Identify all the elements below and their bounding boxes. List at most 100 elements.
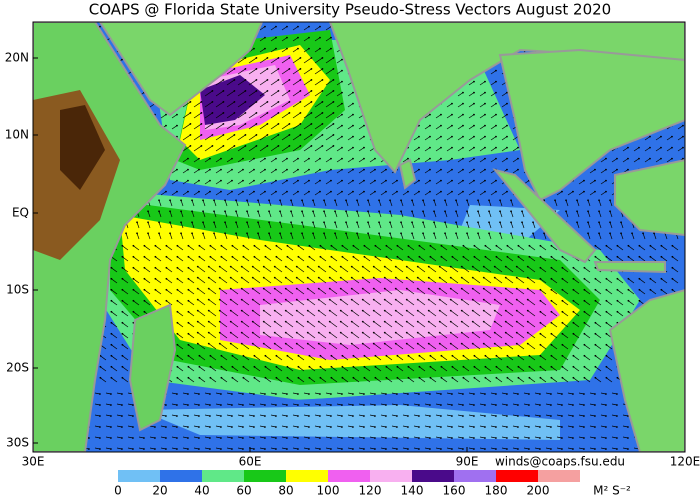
vector-head — [440, 415, 442, 417]
vector-head — [449, 320, 452, 323]
vector-head — [396, 393, 398, 395]
vector-head — [605, 393, 607, 395]
wind-vector — [452, 256, 459, 262]
vector-head — [605, 437, 607, 439]
vector-head — [273, 287, 276, 290]
wind-vector — [595, 256, 602, 262]
colorbar-swatch — [412, 470, 454, 482]
vector-head — [433, 199, 435, 202]
vector-head — [222, 123, 225, 125]
vector-head — [383, 298, 386, 301]
vector-head — [616, 448, 618, 450]
wind-vector — [505, 321, 514, 328]
vector-head — [319, 437, 321, 439]
vector-head — [561, 404, 563, 406]
wind-vector — [406, 266, 415, 273]
vector-head — [286, 426, 288, 428]
vector-head — [363, 448, 365, 450]
vector-head — [528, 255, 531, 258]
vector-head — [328, 276, 331, 279]
wind-vector — [516, 288, 525, 295]
vector-head — [110, 277, 113, 280]
wind-vector — [428, 277, 437, 284]
vector-head — [594, 321, 597, 324]
wind-vector — [650, 278, 657, 284]
vector-head — [242, 376, 245, 379]
wind-vector — [265, 256, 272, 262]
vector-head — [394, 265, 397, 268]
vector-head — [350, 320, 353, 323]
wind-vector — [323, 233, 327, 240]
vector-head — [356, 199, 358, 202]
vector-head — [460, 309, 463, 312]
wind-vector — [485, 366, 492, 372]
vector-head — [295, 320, 298, 323]
vector-head — [539, 266, 542, 269]
wind-vector — [551, 355, 558, 361]
vector-head — [473, 102, 475, 105]
vector-head — [361, 298, 364, 301]
vector-head — [493, 276, 496, 279]
vector-head — [295, 298, 298, 301]
wind-vector — [494, 321, 503, 328]
vector-head — [451, 415, 453, 417]
vector-head — [605, 415, 607, 417]
vector-head — [561, 255, 564, 258]
vector-head — [233, 134, 236, 136]
vector-head — [427, 276, 430, 279]
wind-vector — [402, 191, 409, 196]
vector-head — [429, 448, 431, 450]
vector-head — [473, 113, 475, 116]
wind-vector — [435, 125, 442, 130]
wind-vector — [241, 332, 250, 339]
vector-head — [262, 276, 265, 279]
vector-head — [317, 298, 320, 301]
vector-head — [176, 113, 178, 116]
vector-head — [277, 112, 280, 114]
vector-head — [240, 298, 243, 301]
wind-vector — [375, 245, 382, 251]
vector-head — [440, 135, 442, 138]
vector-head — [110, 299, 113, 302]
wind-vector — [298, 256, 305, 262]
vector-head — [671, 255, 674, 258]
wind-vector — [644, 158, 651, 163]
vector-head — [429, 113, 431, 116]
vector-head — [319, 36, 321, 39]
vector-head — [653, 232, 655, 235]
wind-vector — [314, 112, 323, 119]
vector-head — [429, 244, 432, 247]
wind-vector — [595, 366, 602, 372]
wind-vector — [490, 147, 497, 152]
wind-vector — [144, 256, 151, 262]
vector-head — [176, 332, 179, 335]
vector-head — [200, 134, 203, 136]
wind-vector — [499, 200, 503, 207]
vector-head — [418, 190, 420, 193]
wind-vector — [296, 288, 305, 295]
vector-head — [211, 123, 214, 125]
wind-vector — [215, 79, 224, 86]
wind-vector — [397, 245, 404, 251]
vector-head — [616, 376, 619, 379]
wind-vector — [490, 114, 497, 119]
wind-vector — [155, 300, 162, 306]
india — [328, 22, 685, 174]
vector-head — [209, 437, 211, 439]
vector-head — [418, 376, 421, 379]
wind-vector — [479, 125, 486, 130]
vector-head — [539, 343, 542, 346]
vector-head — [609, 199, 611, 202]
colorbar-swatch — [286, 470, 328, 482]
vector-head — [198, 437, 200, 439]
vector-head — [363, 404, 365, 406]
vector-head — [682, 124, 684, 127]
wind-vector — [424, 125, 431, 130]
vector-head — [198, 404, 200, 406]
vector-head — [616, 255, 619, 258]
wind-vector — [411, 200, 415, 207]
vector-head — [438, 342, 441, 345]
vector-head — [517, 415, 519, 417]
wind-vector — [221, 256, 228, 262]
vector-head — [460, 298, 463, 301]
